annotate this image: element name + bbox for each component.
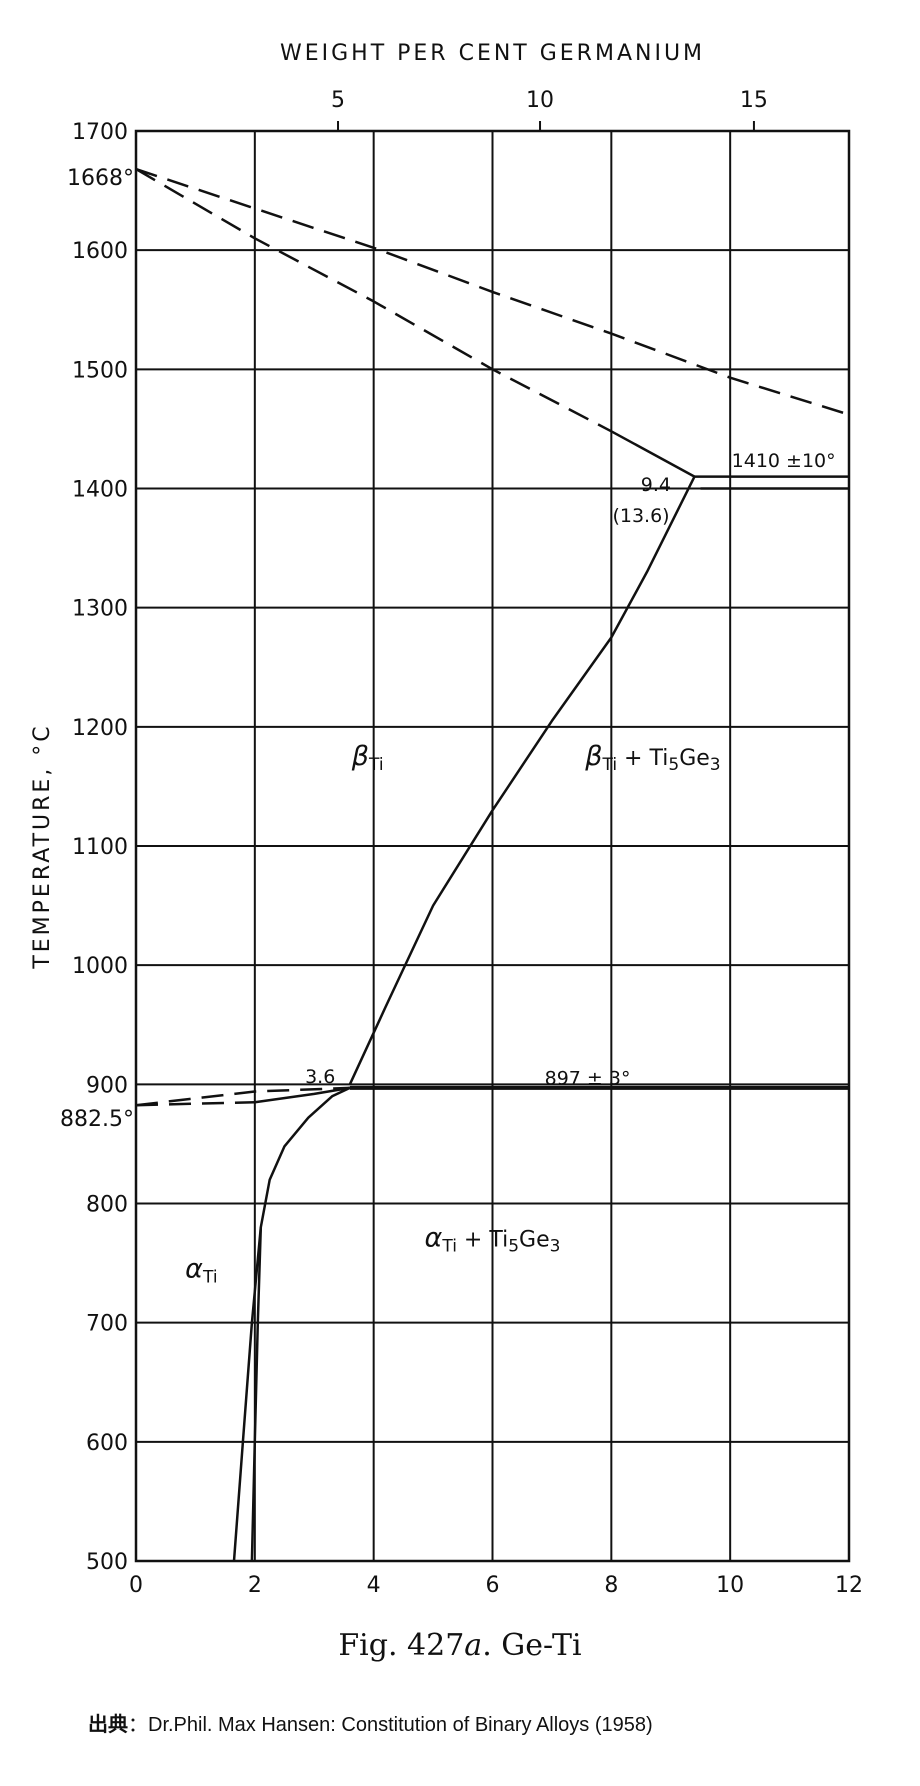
value-label: (13.6) bbox=[612, 505, 669, 527]
x2-tick-label: 15 bbox=[740, 88, 768, 113]
caption-italic: a bbox=[464, 1628, 483, 1663]
x-tick-label: 8 bbox=[604, 1573, 618, 1598]
figure-caption: Fig. 427a. Ge-Ti bbox=[0, 1628, 920, 1663]
x-tick-label: 6 bbox=[486, 1573, 500, 1598]
y-tick-label: 1700 bbox=[72, 120, 128, 145]
phase-boundary bbox=[135, 1100, 255, 1107]
y-extra-label: 1668° bbox=[67, 166, 134, 191]
x2-tick-label: 10 bbox=[526, 88, 554, 113]
x-tick-label: 0 bbox=[129, 1573, 143, 1598]
phase-label: αTi + Ti5Ge3 bbox=[425, 1222, 561, 1256]
y-axis-title: TEMPERATURE, °C bbox=[30, 723, 55, 969]
phase-boundary bbox=[250, 1086, 351, 1562]
y-tick-label: 1500 bbox=[72, 358, 128, 383]
phase-label: βTi + Ti5Ge3 bbox=[584, 741, 720, 775]
y-tick-label: 600 bbox=[86, 1431, 128, 1456]
chart-svg: 024681012Ti51015170016001500140013001200… bbox=[30, 41, 863, 1660]
phase-boundary bbox=[232, 1227, 263, 1562]
caption-suffix: . Ge-Ti bbox=[482, 1628, 582, 1663]
source-note: 出典：Dr.Phil. Max Hansen: Constitution of … bbox=[88, 1708, 653, 1737]
y-tick-label: 700 bbox=[86, 1312, 128, 1337]
x-tick-label: 10 bbox=[716, 1573, 744, 1598]
y-tick-label: 1300 bbox=[72, 597, 128, 622]
y-tick-label: 1000 bbox=[72, 954, 128, 979]
x-tick-label: 12 bbox=[835, 1573, 863, 1598]
y-extra-label: 882.5° bbox=[60, 1107, 134, 1132]
y-tick-label: 500 bbox=[86, 1550, 128, 1575]
x-tick-label: 2 bbox=[248, 1573, 262, 1598]
phase-boundary bbox=[348, 476, 696, 1085]
phase-boundary bbox=[610, 430, 696, 478]
y-tick-label: 1600 bbox=[72, 239, 128, 264]
caption-prefix: Fig. 427 bbox=[338, 1628, 465, 1663]
phase-boundary bbox=[135, 167, 850, 416]
phase-label: βTi bbox=[351, 741, 384, 775]
phase-label: αTi bbox=[185, 1253, 217, 1287]
source-separator: ： bbox=[128, 1714, 148, 1736]
y-tick-label: 1200 bbox=[72, 716, 128, 741]
value-label: 897 ± 3° bbox=[545, 1067, 631, 1089]
value-label: 3.6 bbox=[305, 1066, 335, 1088]
phase-boundary bbox=[254, 1086, 351, 1104]
x-tick-label: 4 bbox=[367, 1573, 381, 1598]
y-tick-label: 1100 bbox=[72, 835, 128, 860]
value-label: 1410 ±10° bbox=[732, 450, 836, 472]
x2-tick-label: 5 bbox=[331, 88, 345, 113]
source-text: Dr.Phil. Max Hansen: Constitution of Bin… bbox=[148, 1714, 653, 1736]
phase-boundary bbox=[135, 168, 612, 433]
phase-boundary bbox=[135, 1086, 350, 1107]
source-label: 出典 bbox=[88, 1714, 128, 1736]
y-tick-label: 800 bbox=[86, 1193, 128, 1218]
value-label: 9.4 bbox=[641, 474, 671, 496]
y-tick-label: 900 bbox=[86, 1073, 128, 1098]
y-tick-label: 1400 bbox=[72, 478, 128, 503]
x2-axis-title: WEIGHT PER CENT GERMANIUM bbox=[280, 41, 705, 66]
